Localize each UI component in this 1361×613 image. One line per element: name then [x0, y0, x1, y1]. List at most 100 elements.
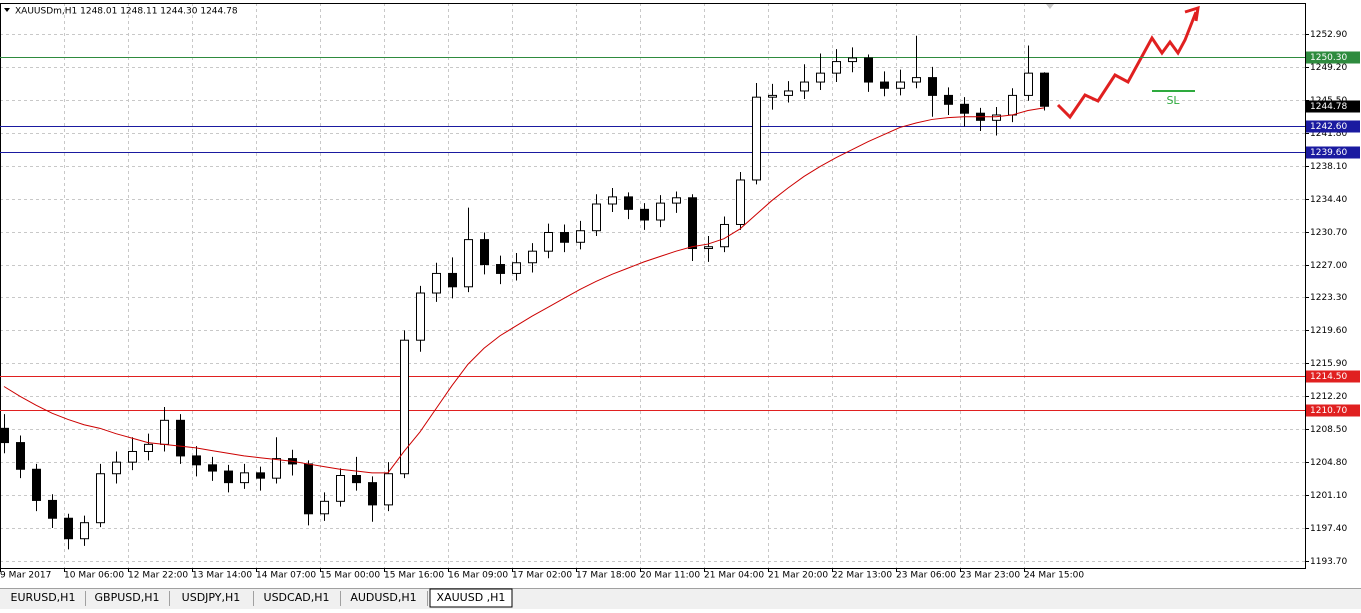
candle-body	[992, 114, 1001, 121]
level-label-box	[1306, 146, 1360, 159]
tab[interactable]	[429, 588, 513, 608]
level-label: 1244.78	[1310, 102, 1347, 112]
candle-body	[336, 475, 345, 502]
candle-body	[0, 427, 9, 444]
candle-body	[576, 230, 585, 243]
candle-body	[80, 522, 89, 540]
level-label: 1250.30	[1310, 53, 1347, 63]
arrow-head	[1184, 5, 1200, 22]
candle-body	[704, 246, 713, 250]
x-tick-label: 16 Mar 09:00	[448, 571, 508, 581]
candle-body	[464, 239, 473, 288]
candle-body	[32, 468, 41, 501]
y-tick-label: 1215.90	[1310, 359, 1347, 369]
candle-body	[224, 470, 233, 484]
candle-body	[1024, 72, 1033, 96]
candle-body	[736, 179, 745, 225]
candle-body	[752, 96, 761, 181]
x-tick-label: 24 Mar 15:00	[1024, 571, 1084, 581]
candle-body	[800, 81, 809, 92]
candle-body	[208, 464, 217, 472]
y-tick-label: 1219.60	[1310, 326, 1347, 336]
level-label-box	[1306, 404, 1360, 417]
candle-body	[112, 461, 121, 475]
level-label: 1242.60	[1310, 122, 1347, 132]
y-tick-label: 1201.10	[1310, 491, 1347, 501]
candle-body	[512, 262, 521, 274]
y-tick-label: 1230.70	[1310, 228, 1347, 238]
y-tick-label: 1252.90	[1310, 30, 1347, 40]
candle-body	[768, 94, 777, 98]
candle-body	[192, 455, 201, 466]
sl-label: SL	[1166, 94, 1180, 107]
candle-body	[1008, 94, 1017, 116]
x-tick-label: 17 Mar 02:00	[512, 571, 572, 581]
tab[interactable]	[2, 590, 84, 608]
level-label: 1214.50	[1310, 372, 1347, 382]
candle-body	[96, 473, 105, 524]
x-tick-label: 14 Mar 07:00	[256, 571, 316, 581]
y-tick-label: 1197.40	[1310, 524, 1347, 534]
candle-body	[416, 292, 425, 341]
candle-body	[624, 196, 633, 210]
candle-body	[592, 203, 601, 232]
candle-body	[160, 419, 169, 445]
candle-body	[48, 499, 57, 519]
candle-body	[608, 196, 617, 205]
candle-body	[496, 264, 505, 274]
x-tick-label: 21 Mar 04:00	[704, 571, 764, 581]
x-tick-label: 12 Mar 22:00	[128, 571, 188, 581]
y-tick-label: 1234.40	[1310, 195, 1347, 205]
tab-label[interactable]: GBPUSD,H1	[95, 591, 160, 604]
candle-body	[720, 223, 729, 248]
y-tick-label: 1193.70	[1310, 557, 1347, 567]
x-tick-label: 17 Mar 18:00	[576, 571, 636, 581]
x-tick-label: 22 Mar 13:00	[832, 571, 892, 581]
candle-body	[848, 57, 857, 63]
candle-body	[880, 81, 889, 89]
tab[interactable]	[341, 590, 426, 608]
x-tick-label: 23 Mar 23:00	[960, 571, 1020, 581]
tab[interactable]	[254, 590, 339, 608]
tab-label[interactable]: AUDUSD,H1	[350, 591, 416, 604]
y-tick-label: 1212.20	[1310, 392, 1347, 402]
moving-average	[3, 107, 1045, 474]
candle-body	[912, 77, 921, 83]
tab-label[interactable]: EURUSD,H1	[11, 591, 76, 604]
menu-arrow[interactable]	[4, 8, 10, 12]
x-tick-label: 23 Mar 06:00	[896, 571, 956, 581]
tab-label[interactable]: USDCAD,H1	[264, 591, 330, 604]
level-label-box	[1306, 370, 1360, 383]
tab[interactable]	[170, 590, 252, 608]
candle-body	[528, 250, 537, 264]
candle-body	[128, 450, 137, 463]
tab[interactable]	[86, 590, 168, 608]
x-tick-label: 21 Mar 20:00	[768, 571, 828, 581]
candle-body	[640, 208, 649, 221]
candle-body	[384, 473, 393, 506]
candle-body	[896, 81, 905, 89]
candle-body	[1040, 72, 1049, 107]
candle-body	[432, 272, 441, 294]
tabs: EURUSD,H1 GBPUSD,H1 USDJPY,H1 USDCAD,H1 AUDU…	[2, 588, 513, 608]
candle-body	[64, 517, 73, 540]
y-tick-label: 1249.20	[1310, 63, 1347, 73]
x-tick-label: 9 Mar 2017	[0, 571, 51, 581]
x-tick-label: 15 Mar 16:00	[384, 571, 444, 581]
candle-body	[784, 90, 793, 96]
forecast-arrow	[1056, 11, 1198, 120]
level-label-box	[1306, 51, 1360, 64]
tab-label[interactable]: XAUUSD ,H1	[437, 591, 506, 604]
candle-body	[368, 482, 377, 506]
tab-label[interactable]: USDJPY,H1	[182, 591, 241, 604]
candle-body	[144, 443, 153, 452]
candle-body	[240, 472, 249, 484]
y-tick-label: 1223.30	[1310, 293, 1347, 303]
y-tick-label: 1241.80	[1310, 129, 1347, 139]
candle-body	[272, 458, 281, 479]
candle-body	[944, 94, 953, 105]
candle-body	[656, 202, 665, 221]
candle-body	[448, 272, 457, 288]
chart-title: XAUUSDm,H1 1248.01 1248.11 1244.30 1244.…	[15, 7, 238, 17]
